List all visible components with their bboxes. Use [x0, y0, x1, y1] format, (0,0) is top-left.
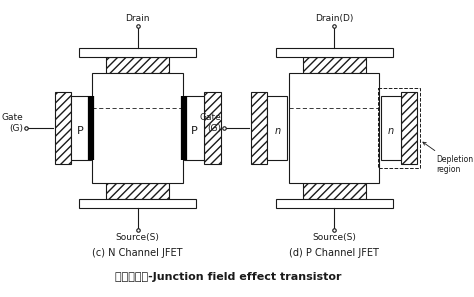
Text: n: n: [388, 126, 394, 136]
Bar: [204, 92, 220, 164]
Bar: [381, 96, 401, 160]
Bar: [106, 57, 169, 73]
Text: Gate
(G): Gate (G): [200, 113, 221, 133]
Text: P: P: [191, 126, 198, 136]
Text: (c) N Channel JFET: (c) N Channel JFET: [92, 248, 183, 258]
Bar: [79, 48, 196, 57]
Bar: [55, 92, 71, 164]
Bar: [92, 73, 182, 183]
Bar: [267, 96, 287, 160]
Text: n: n: [274, 126, 281, 136]
Text: P: P: [77, 126, 84, 136]
Text: (d) P Channel JFET: (d) P Channel JFET: [289, 248, 379, 258]
Text: Source(S): Source(S): [116, 233, 160, 242]
Bar: [71, 96, 91, 160]
Text: Drain: Drain: [125, 14, 150, 23]
Bar: [401, 92, 417, 164]
Bar: [106, 183, 169, 199]
Bar: [289, 73, 379, 183]
Bar: [302, 57, 366, 73]
Bar: [275, 48, 393, 57]
Bar: [302, 183, 366, 199]
Bar: [184, 96, 204, 160]
Bar: [251, 92, 267, 164]
Text: चित्र-Junction field effect transistor: चित्र-Junction field effect transistor: [115, 272, 341, 282]
Text: Gate
(G): Gate (G): [1, 113, 23, 133]
Bar: [378, 88, 420, 168]
Text: Depletion
region: Depletion region: [423, 142, 473, 174]
Text: Drain(D): Drain(D): [315, 14, 354, 23]
Bar: [275, 199, 393, 208]
Text: Source(S): Source(S): [312, 233, 356, 242]
Bar: [79, 199, 196, 208]
